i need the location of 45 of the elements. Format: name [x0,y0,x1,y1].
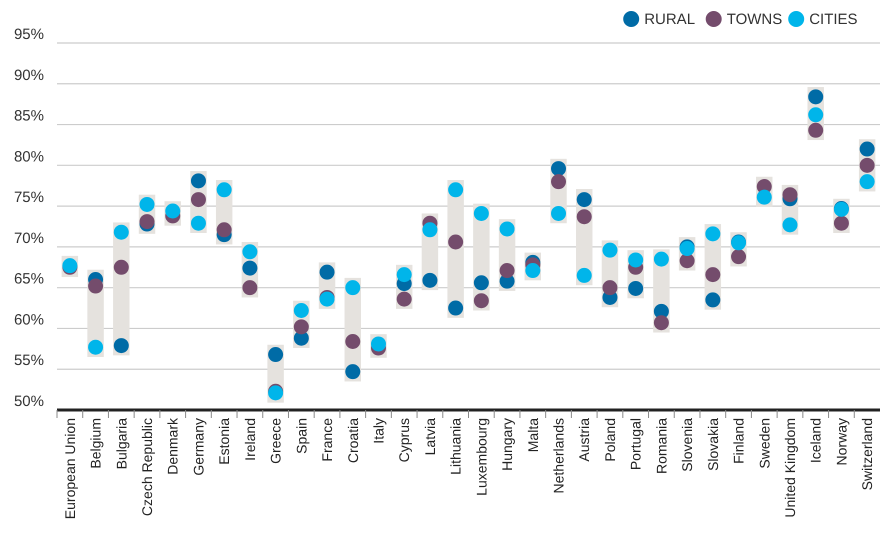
y-tick-label: 90% [14,66,44,84]
x-tick-label: Luxembourg [473,418,490,496]
x-tick-label: Hungary [499,418,516,471]
x-tick-label: Iceland [808,418,824,464]
legend-label: RURAL [644,11,696,28]
x-tick-label: Estonia [216,418,232,465]
x-tick-label: France [319,418,336,462]
x-tick-label: Cyprus [396,418,412,462]
x-tick-label: Netherlands [550,418,567,494]
y-tick-label: 55% [14,352,44,370]
x-tick-label: Bulgaria [113,418,130,470]
x-tick-label: Denmark [164,417,181,475]
x-tick-label: Poland [602,418,618,462]
x-tick-label: Italy [370,418,386,444]
y-tick-label: 80% [14,148,44,166]
legend-label: CITIES [809,11,858,28]
y-tick-label: 65% [14,270,44,288]
x-tick-label: Germany [190,418,206,476]
x-tick-label: Finland [730,418,747,464]
x-tick-label: Croatia [344,418,361,464]
x-tick-label: Latvia [422,418,438,456]
x-tick-label: Sweden [756,418,772,469]
x-tick-label: Romania [653,418,670,474]
x-tick-label: Slovenia [679,418,696,472]
x-tick-label: Portugal [628,418,644,470]
x-tick-label: Ireland [242,418,258,461]
legend-label: TOWNS [726,11,782,28]
x-tick-label: Czech Republic [139,418,156,516]
y-tick-label: 70% [14,230,44,247]
y-tick-label: 50% [14,393,44,410]
y-tick-label: 75% [14,189,44,206]
x-tick-label: Austria [576,418,592,462]
y-tick-label: 95% [14,26,44,43]
x-tick-label: Spain [293,418,310,454]
x-tick-label: Lithuania [448,418,464,475]
y-tick-label: 85% [14,108,44,125]
x-tick-label: Norway [833,418,850,466]
x-tick-label: Belgium [88,418,104,469]
x-tick-label: United Kingdom [782,418,798,518]
x-tick-label: Malta [524,418,541,452]
x-tick-label: Greece [268,418,284,464]
y-tick-label: 60% [14,311,44,328]
x-tick-label: Switzerland [859,418,876,490]
x-tick-label: Slovakia [704,418,721,471]
x-tick-label: European Union [62,418,78,520]
